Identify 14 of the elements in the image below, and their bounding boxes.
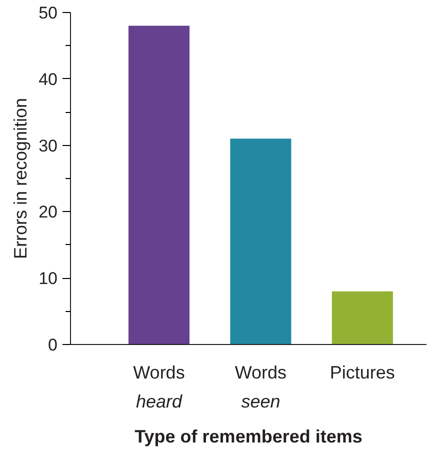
y-tick-label: 40: [38, 70, 58, 89]
y-tick-label: 0: [48, 336, 58, 354]
y-axis-title: Errors in recognition: [10, 98, 31, 260]
x-axis-title: Type of remembered items: [134, 426, 362, 446]
y-tick-label: 30: [38, 136, 58, 156]
bar: [332, 291, 393, 344]
category-label: Words heard: [133, 362, 185, 412]
category-label: Words seen: [234, 362, 287, 412]
x-tick-label: Pictures: [330, 362, 395, 382]
y-tick-label: 50: [38, 4, 58, 22]
y-tick-label: 20: [38, 202, 58, 222]
bar: [128, 26, 190, 344]
y-tick-label: 10: [38, 269, 58, 288]
bar: [230, 138, 292, 344]
